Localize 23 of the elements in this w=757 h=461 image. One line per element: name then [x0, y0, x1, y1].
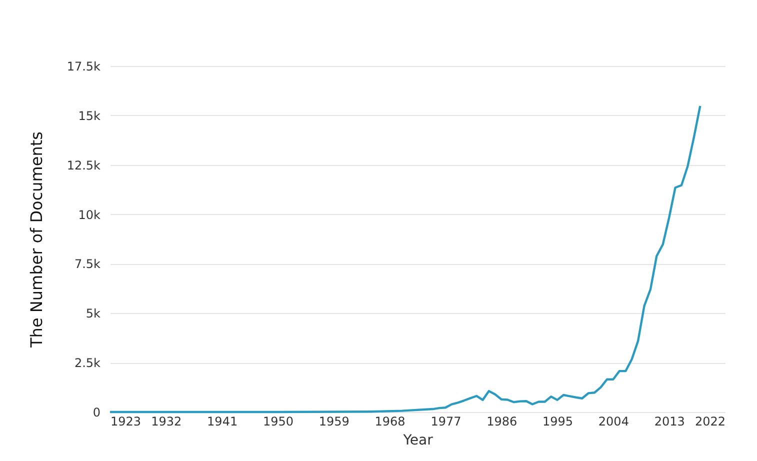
x-tick-label: 1923: [110, 414, 142, 428]
x-tick-label: 1959: [318, 414, 350, 428]
x-tick-label: 1977: [430, 414, 462, 428]
x-tick-label: 1950: [262, 414, 294, 428]
y-tick-label: 2.5k: [74, 356, 101, 370]
x-tick-label: 2022: [694, 414, 726, 428]
y-tick-label: 15k: [78, 108, 101, 123]
y-tick-label: 12.5k: [66, 158, 101, 172]
x-axis-title: Year: [402, 432, 434, 448]
x-tick-label: 1986: [486, 414, 518, 428]
x-tick-label: 1941: [207, 414, 238, 428]
x-tick-label: 1968: [374, 414, 406, 428]
x-tick-label: 1932: [151, 414, 182, 428]
y-tick-label: 0: [92, 406, 100, 420]
x-tick-label: 2013: [654, 414, 685, 428]
x-tick-label: 1995: [542, 414, 574, 428]
y-tick-label: 10k: [78, 208, 101, 222]
y-tick-label: 5k: [86, 306, 101, 321]
y-axis-title: The Number of Documents: [26, 132, 46, 348]
y-tick-label: 7.5k: [74, 257, 101, 272]
x-tick-label: 2004: [598, 414, 629, 428]
line-series: [108, 104, 702, 414]
y-tick-label: 17.5k: [66, 60, 101, 74]
